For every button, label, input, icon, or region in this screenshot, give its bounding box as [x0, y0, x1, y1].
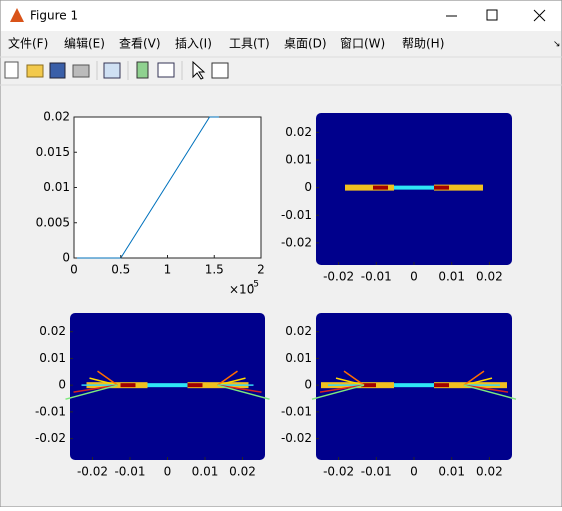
x-tick-label: 0.02 — [229, 465, 256, 479]
field-core — [361, 383, 376, 388]
y-tick-label: 0.005 — [36, 215, 70, 229]
x-tick-label: 1 — [164, 263, 172, 277]
menu-item[interactable]: 文件(F) — [8, 36, 48, 51]
menu-item[interactable]: 插入(I) — [175, 37, 212, 51]
field-hot — [345, 184, 394, 191]
x-tick-label: -0.01 — [361, 465, 392, 479]
field-flare — [65, 384, 118, 400]
y-tick-label: -0.02 — [281, 431, 312, 445]
figure: ×10-5 0 0.5 1 1.5 2 0 0.005 0.01 0.015 0.02 -0.02 -0… — [35, 110, 517, 479]
x-tick-label: -0.01 — [114, 465, 145, 479]
x-tick-label: -0.02 — [323, 270, 354, 284]
y-tick-label: 0 — [58, 378, 66, 392]
link-icon[interactable] — [103, 62, 121, 79]
field-flare — [89, 377, 118, 386]
menu-item[interactable]: 窗口(W) — [340, 37, 385, 51]
colorbar-icon[interactable] — [136, 61, 149, 79]
x-tick-label: 0 — [410, 465, 418, 479]
field-flare — [463, 384, 517, 400]
field-core — [187, 383, 203, 388]
field-flare — [97, 370, 118, 386]
field-flare — [217, 377, 246, 386]
y-tick-label: 0.02 — [43, 110, 70, 124]
maximize-button[interactable] — [486, 9, 498, 21]
x-tick-label: 2 — [257, 263, 265, 277]
y-tick-label: -0.01 — [281, 404, 312, 418]
field-band — [321, 383, 507, 388]
y-tick-label: 0 — [62, 251, 70, 265]
x-tick-label: 0 — [70, 263, 78, 277]
menu-item[interactable]: 工具(T) — [229, 37, 270, 51]
x-tick-label: 0.02 — [476, 270, 503, 284]
app-icon — [10, 8, 24, 22]
data-line — [74, 116, 219, 259]
open-icon[interactable] — [26, 64, 44, 78]
property-icon[interactable] — [211, 62, 229, 79]
close-button[interactable] — [533, 9, 546, 22]
field-flare — [319, 384, 365, 393]
y-tick-label: 0.02 — [39, 324, 66, 338]
x-tick-label: -0.01 — [361, 270, 392, 284]
field-flare — [217, 370, 238, 386]
x-tick-label: 0 — [164, 465, 172, 479]
field-flare — [463, 370, 485, 386]
field-flare — [463, 377, 493, 386]
field-flare — [335, 377, 365, 386]
print-icon[interactable] — [72, 64, 90, 78]
field-core — [120, 383, 136, 388]
y-tick-label: 0.01 — [39, 351, 66, 365]
y-tick-label: 0.015 — [36, 145, 70, 159]
x-tick-label: 1.5 — [205, 263, 224, 277]
menu-item[interactable]: 查看(V) — [119, 37, 161, 51]
field-flare — [343, 370, 365, 386]
field-flare — [217, 384, 270, 400]
field-core — [434, 383, 449, 388]
y-tick-label: -0.02 — [281, 235, 312, 249]
x-multiplier: ×10 — [229, 283, 254, 297]
pointer-icon[interactable] — [192, 60, 206, 80]
y-tick-label: 0.01 — [285, 351, 312, 365]
window-title: Figure 1 — [30, 9, 78, 23]
toolbar — [4, 60, 229, 80]
field-flare — [463, 384, 509, 393]
x-tick-label: 0.5 — [111, 263, 130, 277]
menu-bar: 文件(F) 编辑(E) 查看(V) 插入(I) 工具(T) 桌面(D) 窗口(W) 帮助(H) — [8, 36, 444, 51]
legend-icon[interactable] — [157, 62, 175, 78]
field-core — [434, 185, 449, 190]
x-tick-label: 0.01 — [438, 270, 465, 284]
field-flare — [311, 384, 365, 400]
y-tick-label: 0.01 — [285, 152, 312, 166]
x-tick-label: 0.01 — [438, 465, 465, 479]
y-tick-label: 0.01 — [43, 180, 70, 194]
new-icon[interactable] — [4, 61, 19, 79]
x-tick-label: -0.02 — [323, 465, 354, 479]
y-tick-label: 0 — [304, 180, 312, 194]
save-icon[interactable] — [49, 62, 66, 79]
menu-item[interactable]: 桌面(D) — [284, 37, 327, 51]
y-tick-label: 0.02 — [285, 125, 312, 139]
menu-item[interactable]: 编辑(E) — [64, 36, 105, 51]
x-tick-label: -0.02 — [77, 465, 108, 479]
x-tick-label: 0.01 — [192, 465, 219, 479]
field-hot — [434, 184, 483, 191]
field-flare — [73, 384, 118, 393]
y-tick-label: -0.01 — [281, 208, 312, 222]
field-band — [345, 185, 483, 190]
y-tick-label: 0.02 — [285, 324, 312, 338]
axes-box — [73, 116, 262, 259]
x-tick-label: 0 — [410, 270, 418, 284]
x-multiplier-exponent: -5 — [250, 280, 259, 290]
title-bar — [1, 1, 561, 31]
menu-arrow: ↘ — [553, 40, 561, 50]
y-tick-label: 0 — [304, 378, 312, 392]
y-tick-label: -0.01 — [35, 404, 66, 418]
field-core — [373, 185, 388, 190]
menu-item[interactable]: 帮助(H) — [402, 37, 444, 51]
y-tick-label: -0.02 — [35, 431, 66, 445]
field-flare — [217, 384, 262, 393]
field-band — [86, 383, 249, 388]
x-tick-label: 0.02 — [476, 465, 503, 479]
